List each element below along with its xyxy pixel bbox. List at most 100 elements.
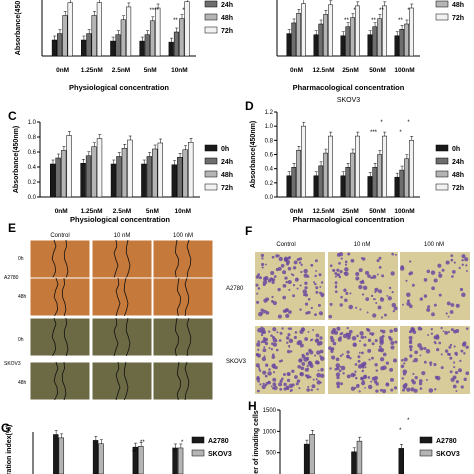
bar-48h <box>377 18 383 57</box>
invading-cell-dot <box>270 385 273 388</box>
invading-cell-dot <box>318 273 322 277</box>
wound-edge-line <box>115 361 121 401</box>
invading-cell-dot <box>365 327 369 331</box>
invading-cell-dot <box>260 329 265 334</box>
invading-cell-dot <box>332 268 336 273</box>
invading-cell-dot <box>341 353 344 356</box>
bar-0h <box>50 163 56 198</box>
invading-cell-dot <box>413 388 418 393</box>
invading-cell-dot <box>391 252 395 256</box>
y-tick-label: 0.8 <box>265 138 274 144</box>
invasion-image <box>328 252 398 320</box>
invading-cell-dot <box>360 351 364 355</box>
invading-cell-dot <box>289 350 293 353</box>
legend-label: 0h <box>452 146 460 153</box>
legend-swatch <box>191 436 205 444</box>
invading-cell-dot <box>461 342 467 347</box>
invading-cell-dot <box>329 264 333 268</box>
invading-cell-dot <box>298 261 302 264</box>
invading-cell-dot <box>455 390 458 392</box>
invading-cell-dot <box>455 380 459 384</box>
invading-cell-dot <box>375 369 379 372</box>
panel-e-cell-skov3: SKOV3 <box>4 361 21 367</box>
significance-mark: ** <box>398 18 403 24</box>
bar-72h <box>328 135 333 198</box>
bar-48h <box>91 15 97 57</box>
invading-cell-dot <box>275 254 279 258</box>
invading-cell-dot <box>419 327 423 331</box>
invading-cell-dot <box>310 338 314 341</box>
wound-image-grid <box>29 239 214 401</box>
invading-cell-dot <box>379 388 383 392</box>
invading-cell-dot <box>271 353 275 357</box>
invading-cell-dot <box>374 287 379 292</box>
bar-48h <box>296 150 302 198</box>
invading-cell-dot <box>275 348 279 352</box>
panel-e-row-0h-a: 0h <box>18 256 24 262</box>
invading-cell-dot <box>331 347 335 351</box>
bar-72h <box>301 3 306 57</box>
invading-cell-dot <box>391 302 396 308</box>
invading-cell-dot <box>379 297 385 302</box>
invading-cell-dot <box>277 314 282 319</box>
panel-e-col-100nm: 100 nM <box>173 233 193 239</box>
invading-cell-dot <box>418 382 423 386</box>
invading-cell-dot <box>359 308 362 311</box>
panel-e-row-0h-b: 0h <box>18 337 24 343</box>
x-tick-label: 10nM <box>171 67 188 74</box>
invading-cell-dot <box>319 285 322 288</box>
invading-cell-dot <box>364 366 367 369</box>
invading-cell-dot <box>378 256 382 260</box>
bar-0h <box>168 41 174 57</box>
invading-cell-dot <box>360 257 363 260</box>
invading-cell-dot <box>339 303 343 307</box>
invading-cell-dot <box>336 381 341 386</box>
x-tick-label: 1.25nM <box>81 67 103 74</box>
invading-cell-dot <box>450 303 455 307</box>
invading-cell-dot <box>387 296 392 301</box>
panel-letter: H <box>248 399 257 413</box>
legend-swatch <box>191 449 205 457</box>
invading-cell-dot <box>373 298 375 301</box>
bar-48h <box>350 17 356 57</box>
invading-cell-dot <box>413 357 419 363</box>
bar-0h <box>286 33 292 57</box>
invading-cell-dot <box>375 382 379 386</box>
invading-cell-dot <box>388 335 392 339</box>
invading-cell-dot <box>449 310 454 314</box>
invading-cell-dot <box>357 383 360 386</box>
invading-cell-dot <box>296 287 299 290</box>
invading-cell-dot <box>445 312 448 315</box>
invading-cell-dot <box>271 355 276 359</box>
x-tick-label: 12.5nM <box>312 208 334 215</box>
bar-0h <box>313 175 319 198</box>
invading-cell-dot <box>314 274 317 278</box>
invading-cell-dot <box>285 280 289 284</box>
invading-cell-dot <box>312 329 315 331</box>
panel-letter: D <box>245 99 254 113</box>
bar-48h <box>323 14 329 57</box>
invading-cell-dot <box>286 371 291 376</box>
invading-cell-dot <box>333 330 339 335</box>
invading-cell-dot <box>318 311 324 316</box>
bar-24h <box>318 165 324 198</box>
invading-cell-dot <box>385 382 390 387</box>
invading-cell-dot <box>293 260 298 265</box>
invading-cell-dot <box>335 284 338 287</box>
invading-cell-dot <box>255 363 260 368</box>
wound-edge-line <box>186 317 192 357</box>
invading-cell-dot <box>334 275 337 278</box>
wound-edge-line <box>53 361 59 401</box>
invading-cell-dot <box>441 268 445 272</box>
invading-cell-dot <box>299 372 303 376</box>
invading-cell-dot <box>260 341 263 344</box>
invading-cell-dot <box>358 268 363 273</box>
invading-cell-dot <box>304 302 309 306</box>
legend-label: A2780 <box>436 438 457 445</box>
bar-72h <box>382 135 387 198</box>
invading-cell-dot <box>450 258 454 262</box>
invading-cell-dot <box>449 370 453 374</box>
legend-label: 72h <box>452 185 464 192</box>
legend-swatch <box>204 144 218 152</box>
